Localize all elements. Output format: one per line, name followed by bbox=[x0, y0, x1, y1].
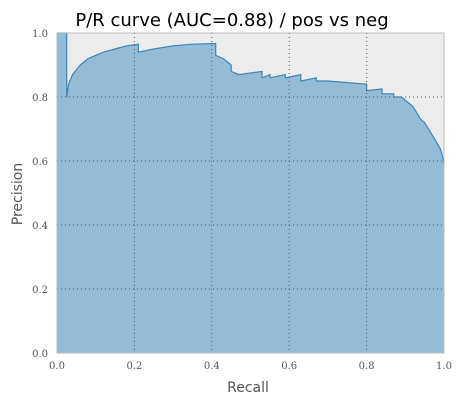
x-axis-label: Recall bbox=[227, 380, 269, 396]
y-axis-label: Precision bbox=[10, 163, 26, 225]
x-tick-label: 0.4 bbox=[204, 361, 220, 372]
x-tick-label: 0.2 bbox=[126, 361, 142, 372]
y-tick-label: 0.6 bbox=[32, 157, 48, 168]
y-tick-label: 1.0 bbox=[32, 29, 48, 40]
y-tick-label: 0.4 bbox=[32, 221, 48, 232]
y-tick-label: 0.2 bbox=[32, 285, 48, 296]
plot-frame bbox=[56, 32, 445, 354]
pr-curve-line bbox=[57, 32, 445, 165]
y-tick-label: 0.0 bbox=[32, 349, 48, 360]
x-tick-label: 0.0 bbox=[49, 361, 65, 372]
x-tick-label: 1.0 bbox=[436, 361, 452, 372]
pr-curve-area bbox=[57, 33, 444, 353]
x-tick-label: 0.8 bbox=[359, 361, 375, 372]
chart-title: P/R curve (AUC=0.88) / pos vs neg bbox=[75, 10, 388, 31]
x-tick-label: 0.6 bbox=[281, 361, 297, 372]
y-tick-label: 0.8 bbox=[32, 93, 48, 104]
